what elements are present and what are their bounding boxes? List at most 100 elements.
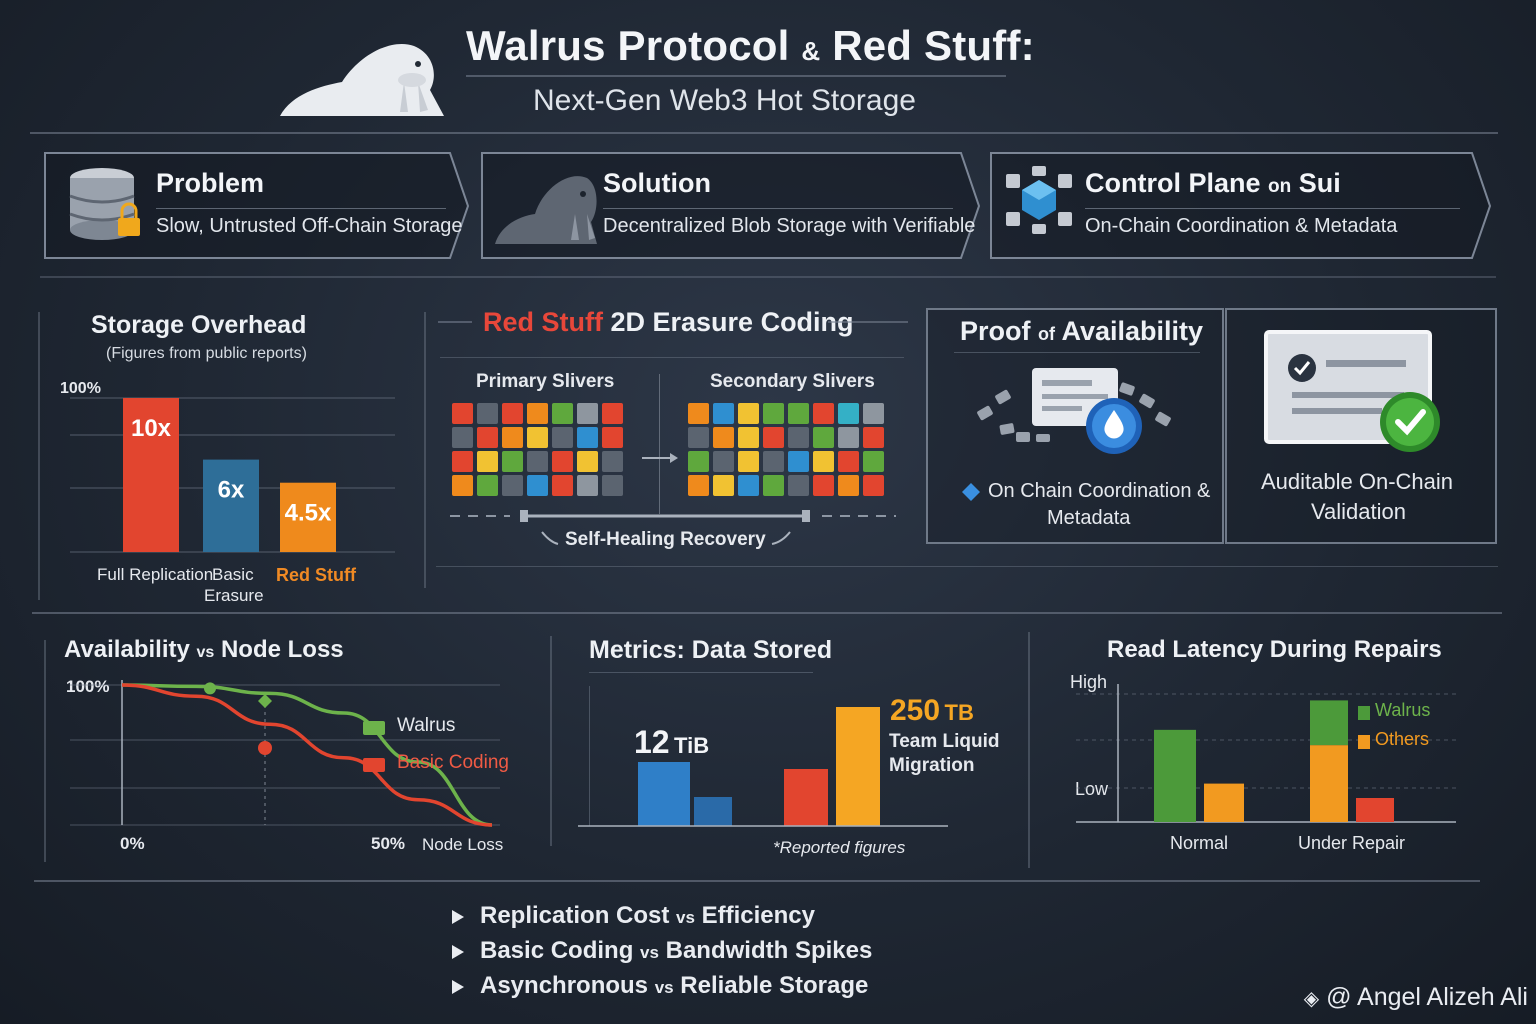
middle-divider xyxy=(32,612,1502,614)
banner-control-text: On-Chain Coordination & Metadata xyxy=(1085,215,1398,237)
latency-bar-repair-small xyxy=(1356,798,1394,822)
sliver-cell xyxy=(602,403,623,424)
availability-title: Availability vs Node Loss xyxy=(64,636,344,663)
availability-xlabel: Node Loss xyxy=(422,835,504,854)
banner-control-title: Control Plane on Sui xyxy=(1085,168,1341,198)
bullet-arrow-icon xyxy=(452,979,464,994)
metrics-bar xyxy=(784,769,828,826)
slivers-divider xyxy=(659,374,660,514)
sliver-cell xyxy=(577,403,598,424)
sliver-cell xyxy=(502,451,523,472)
sliver-cell xyxy=(738,403,759,424)
sliver-cell xyxy=(763,427,784,448)
walrus-icon xyxy=(495,176,597,244)
metrics-chart xyxy=(578,707,948,827)
redstuff-title-rule-right xyxy=(828,321,908,323)
proof-title: Proof of Availability xyxy=(960,316,1204,346)
latency-bar-repair-walrus xyxy=(1310,700,1348,746)
database-lock-icon xyxy=(69,168,140,240)
overhead-cat-redstuff: Red Stuff xyxy=(276,565,356,585)
metrics-bar xyxy=(694,797,732,826)
certificate-check-icon xyxy=(1264,330,1440,452)
banner-control-plane: Control Plane on Sui On-Chain Coordinati… xyxy=(990,152,1492,260)
bullet-asynchronous: Asynchronous vs Reliable Storage xyxy=(452,972,868,1000)
proof-coord-line1: On Chain Coordination & xyxy=(988,480,1211,502)
banner-problem-rule xyxy=(156,208,446,209)
availability-ytick-top: 100% xyxy=(66,677,110,696)
overhead-bar-label: 10x xyxy=(131,415,172,442)
sliver-cell xyxy=(552,451,573,472)
sliver-cell xyxy=(602,427,623,448)
overhead-cat-basic: Basic xyxy=(212,565,254,584)
metrics-footnote: *Reported figures xyxy=(773,838,906,857)
secondary-slivers-grid xyxy=(688,403,890,499)
sliver-cell xyxy=(688,427,709,448)
sliver-cell xyxy=(713,427,734,448)
banner-solution-title: Solution xyxy=(603,168,711,198)
basic-coding-series-line xyxy=(121,683,493,827)
sliver-cell xyxy=(838,451,859,472)
sliver-cell xyxy=(688,403,709,424)
legend-basic-swatch xyxy=(363,758,385,772)
sliver-cell xyxy=(477,427,498,448)
header-divider xyxy=(30,132,1498,134)
sliver-cell xyxy=(838,427,859,448)
sliver-cell xyxy=(452,403,473,424)
sliver-cell xyxy=(763,403,784,424)
sliver-cell xyxy=(738,475,759,496)
secondary-slivers-label: Secondary Slivers xyxy=(710,371,875,392)
middle-row-bottom-rule xyxy=(436,566,1498,567)
overhead-title: Storage Overhead xyxy=(91,311,307,339)
arrow-right-icon xyxy=(642,453,678,463)
sliver-cell xyxy=(602,451,623,472)
bullet-replication: Replication Cost vs Efficiency xyxy=(452,902,815,930)
walrus-point xyxy=(258,694,272,708)
sliver-cell xyxy=(552,427,573,448)
cube-network-icon xyxy=(1006,166,1072,234)
subtitle: Next-Gen Web3 Hot Storage xyxy=(533,84,916,117)
sliver-cell xyxy=(863,403,884,424)
overhead-right-border xyxy=(424,312,426,588)
primary-slivers-label: Primary Slivers xyxy=(476,371,615,392)
sliver-cell xyxy=(502,427,523,448)
metrics-axis-left xyxy=(589,686,590,826)
sliver-cell xyxy=(713,403,734,424)
sliver-cell xyxy=(763,475,784,496)
diamond-logo-icon: ◈ xyxy=(1303,988,1320,1010)
latency-ytick-low: Low xyxy=(1075,779,1109,799)
latency-legend-others: Others xyxy=(1375,729,1430,749)
metrics-bar xyxy=(836,707,880,826)
main-title: Walrus Protocol & Red Stuff: xyxy=(466,22,1035,69)
overhead-left-border xyxy=(38,312,40,600)
banner-solution-rule xyxy=(603,208,953,209)
sliver-cell xyxy=(577,475,598,496)
latency-cat-normal: Normal xyxy=(1170,833,1229,853)
document-blockchain-icon xyxy=(977,368,1171,454)
sliver-cell xyxy=(527,427,548,448)
overhead-cat-erasure: Erasure xyxy=(204,586,264,605)
sliver-cell xyxy=(452,451,473,472)
latency-bar-normal-others xyxy=(1204,783,1244,822)
banner-divider xyxy=(40,276,1496,278)
sliver-cell xyxy=(527,475,548,496)
metrics-label-250: 250 TB xyxy=(890,694,974,727)
bullet-basic-coding: Basic Coding vs Bandwidth Spikes xyxy=(452,937,872,965)
sliver-cell xyxy=(527,403,548,424)
latency-legend-walrus: Walrus xyxy=(1375,700,1431,720)
sliver-cell xyxy=(763,451,784,472)
proof-title-rule xyxy=(954,352,1200,353)
latency-title: Read Latency During Repairs xyxy=(1107,636,1442,663)
overhead-note: (Figures from public reports) xyxy=(106,345,307,362)
walrus-logo-icon xyxy=(280,43,444,116)
proof-coord-line2: Metadata xyxy=(1047,507,1131,529)
title-underline xyxy=(466,75,1006,77)
latency-bar-repair-others xyxy=(1310,745,1348,822)
sliver-cell xyxy=(738,451,759,472)
metrics-right-border xyxy=(1028,632,1030,868)
basic-coding-point xyxy=(258,741,272,755)
legend-walrus-label: Walrus xyxy=(397,715,456,736)
latency-ytick-high: High xyxy=(1070,672,1108,692)
audit-line2: Validation xyxy=(1311,499,1406,524)
legend-walrus-swatch xyxy=(363,721,385,735)
availability-xtick-end: 50% xyxy=(371,834,406,853)
